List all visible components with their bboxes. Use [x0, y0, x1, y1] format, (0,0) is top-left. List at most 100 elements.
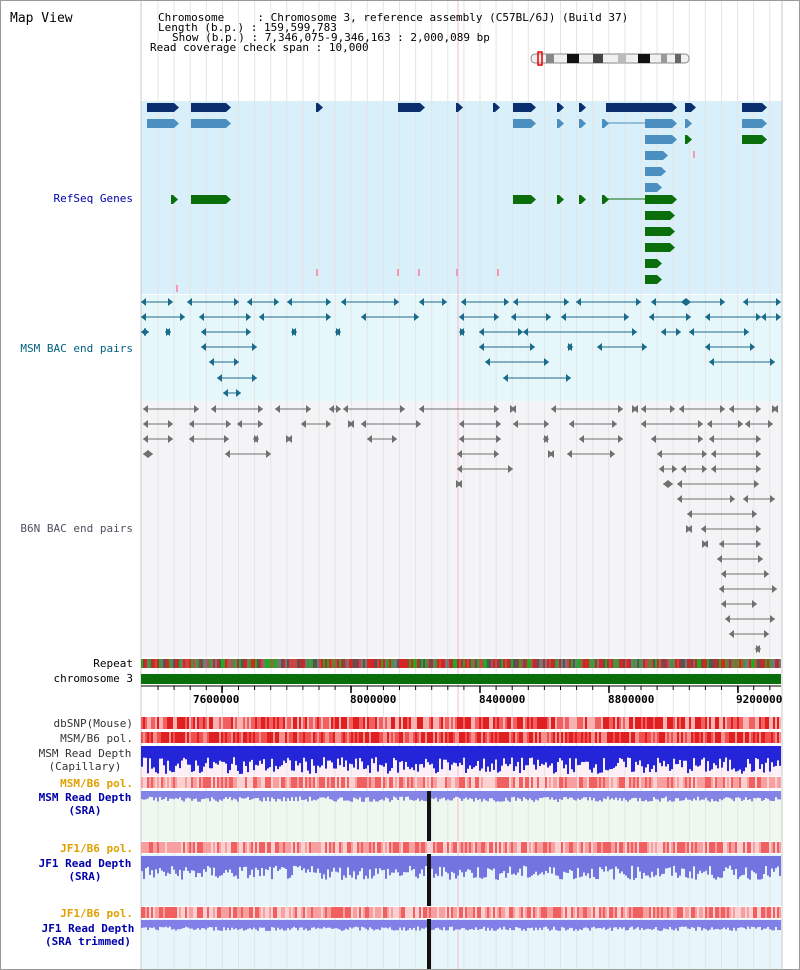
- bac-pair-msm-end: [636, 298, 641, 306]
- depth-bin: [569, 746, 571, 759]
- depth-bin: [561, 791, 563, 800]
- pol-density-bin: [585, 732, 587, 743]
- pol-density-bin: [671, 777, 673, 788]
- snp-density-bin: [361, 717, 363, 729]
- depth-bin: [717, 856, 719, 877]
- pol-density-bin: [525, 842, 527, 853]
- pol-density-bin: [439, 842, 441, 853]
- repeat-segment: [463, 659, 465, 668]
- depth-bin: [729, 920, 731, 931]
- repeat-segment: [365, 659, 367, 668]
- depth-bin: [777, 791, 779, 800]
- snp-density-bin: [459, 717, 461, 729]
- pol-density-bin: [635, 732, 637, 743]
- depth-bin: [667, 791, 669, 802]
- pol-density-bin: [773, 777, 775, 788]
- depth-bin: [593, 791, 595, 798]
- gene-refseq: [191, 119, 209, 128]
- depth-bin: [187, 746, 189, 765]
- depth-bin: [251, 791, 253, 800]
- track-label-chromosome[interactable]: chromosome 3: [53, 672, 133, 685]
- depth-bin: [547, 791, 549, 798]
- repeat-segment: [385, 659, 387, 668]
- snp-density-bin: [557, 717, 559, 729]
- pol-density-bin: [735, 842, 737, 853]
- bac-pair-b6n-end: [459, 420, 464, 428]
- pol-density-bin: [155, 907, 157, 918]
- track-label-msm-bac[interactable]: MSM BAC end pairs: [20, 342, 133, 355]
- repeat-segment: [499, 659, 501, 668]
- pol-density-bin: [167, 907, 169, 918]
- depth-bin: [435, 920, 437, 929]
- depth-bin: [557, 856, 559, 876]
- bac-pair-b6n-end: [679, 405, 684, 413]
- depth-bin: [433, 746, 435, 769]
- repeat-segment: [257, 659, 259, 668]
- pol-density-bin: [535, 732, 537, 743]
- pol-density-bin: [567, 777, 569, 788]
- snp-density-bin: [145, 717, 147, 729]
- track-label-repeat[interactable]: Repeat: [93, 657, 133, 670]
- pol-density-bin: [379, 907, 381, 918]
- depth-bin: [759, 746, 761, 769]
- depth-bin: [317, 856, 319, 869]
- depth-bin: [347, 746, 349, 771]
- repeat-segment: [631, 659, 633, 668]
- depth-bin: [515, 856, 517, 876]
- snp-density-bin: [249, 717, 251, 729]
- repeat-segment: [331, 659, 333, 668]
- depth-bin: [497, 791, 499, 802]
- pol-density-bin: [205, 732, 207, 743]
- pol-density-bin: [617, 777, 619, 788]
- depth-bin: [415, 746, 417, 764]
- depth-bin: [237, 856, 239, 879]
- track-label-refseq[interactable]: RefSeq Genes: [53, 192, 133, 205]
- pol-density-bin: [363, 732, 365, 743]
- repeat-segment: [549, 659, 551, 668]
- depth-bin: [279, 746, 281, 767]
- depth-bin: [159, 856, 161, 869]
- repeat-segment: [157, 659, 159, 668]
- track-label-jf1-depth-sra[interactable]: JF1 Read Depth (SRA): [38, 857, 132, 883]
- pol-density-bin: [279, 732, 281, 743]
- depth-bin: [671, 856, 673, 876]
- track-label-msm-depth-sra[interactable]: MSM Read Depth (SRA): [38, 791, 132, 817]
- pol-density-bin: [575, 732, 577, 743]
- depth-bin: [311, 920, 313, 928]
- track-label-b6n-bac[interactable]: B6N BAC end pairs: [20, 522, 133, 535]
- bac-pair-b6n-end: [702, 465, 707, 473]
- gene-refseq-arrow: [661, 167, 666, 176]
- track-label-jf1-b6-pol[interactable]: JF1/B6 pol.: [60, 842, 133, 855]
- depth-bin: [213, 856, 215, 868]
- track-label-msm-depth-capillary[interactable]: MSM Read Depth (Capillary): [38, 747, 132, 773]
- track-label-jf1-b6-pol-trim[interactable]: JF1/B6 pol.: [60, 907, 133, 920]
- track-label-msm-b6-pol[interactable]: MSM/B6 pol.: [60, 732, 133, 745]
- track-label-jf1-depth-trim[interactable]: JF1 Read Depth (SRA trimmed): [41, 922, 135, 948]
- track-label-msm-b6-pol-sra[interactable]: MSM/B6 pol.: [60, 777, 133, 790]
- depth-bin: [167, 856, 169, 873]
- repeat-segment: [545, 659, 547, 668]
- depth-bin: [293, 791, 295, 802]
- pol-density-bin: [587, 907, 589, 918]
- depth-bin: [387, 791, 389, 799]
- depth-bin: [545, 746, 547, 763]
- pol-density-bin: [481, 732, 483, 743]
- depth-bin: [463, 920, 465, 928]
- track-label-dbsnp[interactable]: dbSNP(Mouse): [53, 717, 133, 730]
- bac-pair-b6n-end: [275, 405, 280, 413]
- bac-pair-b6n-end: [189, 435, 194, 443]
- depth-bin: [211, 920, 213, 928]
- pol-density-bin: [579, 732, 581, 743]
- pol-density-bin: [675, 842, 677, 853]
- pol-density-bin: [389, 907, 391, 918]
- pol-density-bin: [225, 732, 227, 743]
- snp-density-bin: [409, 717, 411, 729]
- pol-density-bin: [721, 907, 723, 918]
- pol-density-bin: [231, 732, 233, 743]
- depth-bin: [589, 746, 591, 770]
